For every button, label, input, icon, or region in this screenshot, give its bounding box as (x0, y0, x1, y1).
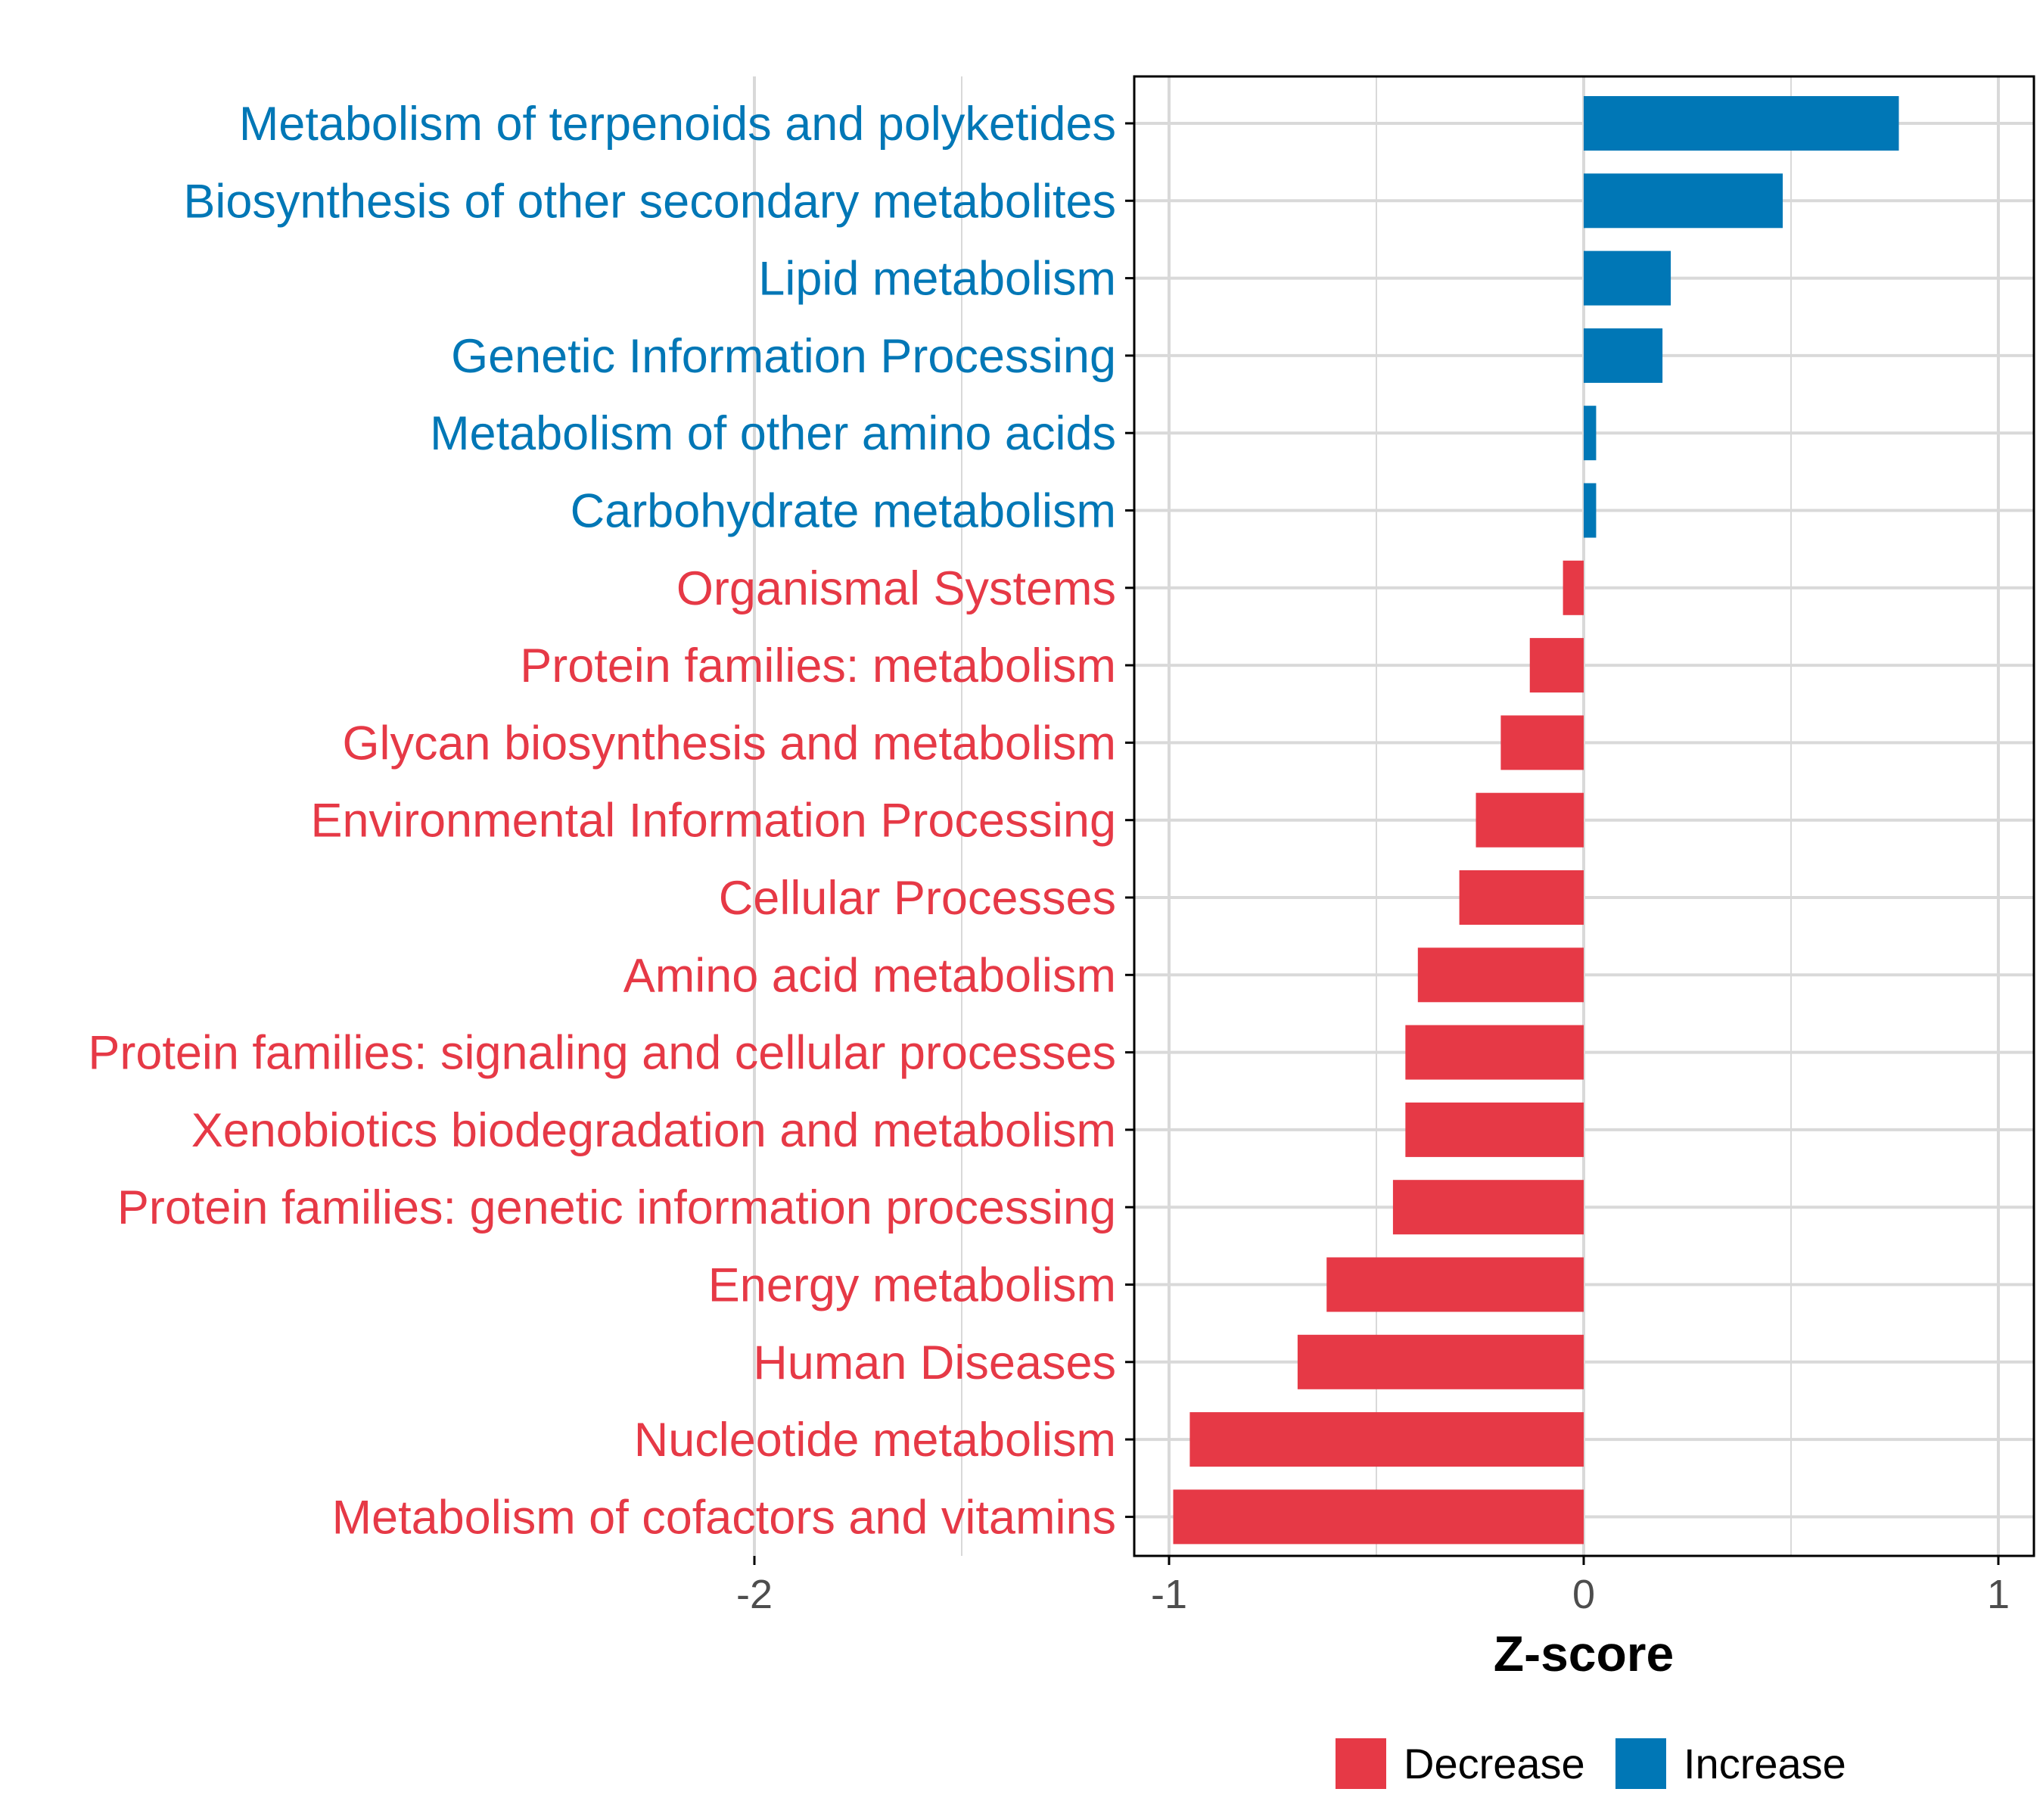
legend-label: Decrease (1404, 1740, 1585, 1787)
y-tick-label: Metabolism of cofactors and vitamins (332, 1491, 1116, 1544)
y-tick-label: Lipid metabolism (758, 253, 1116, 306)
y-tick-label: Energy metabolism (708, 1259, 1116, 1312)
bar (1173, 1489, 1584, 1545)
bar (1584, 250, 1671, 306)
bar (1529, 638, 1584, 693)
y-tick-label: Nucleotide metabolism (634, 1414, 1116, 1467)
bar (1584, 328, 1663, 383)
y-tick-label: Organismal Systems (676, 562, 1116, 615)
y-tick-label: Environmental Information Processing (310, 795, 1116, 848)
bar (1584, 483, 1597, 538)
x-tick-label: -2 (736, 1572, 773, 1617)
y-tick-label: Protein families: genetic information pr… (117, 1181, 1116, 1234)
legend-swatch (1615, 1738, 1666, 1789)
y-tick-label: Protein families: metabolism (520, 639, 1116, 692)
x-axis-title: Z-score (1494, 1626, 1674, 1682)
y-tick-label: Human Diseases (753, 1336, 1116, 1389)
bar (1584, 406, 1597, 461)
y-tick-label: Metabolism of other amino acids (430, 407, 1116, 460)
y-tick-label: Xenobiotics biodegradation and metabolis… (191, 1104, 1116, 1157)
bar (1500, 715, 1584, 770)
bar (1405, 1102, 1584, 1157)
y-tick-label: Biosynthesis of other secondary metaboli… (183, 175, 1116, 228)
bar (1189, 1412, 1584, 1467)
bar (1584, 173, 1783, 229)
bar (1563, 560, 1584, 615)
y-tick-label: Metabolism of terpenoids and polyketides (239, 98, 1116, 151)
bar (1297, 1334, 1584, 1389)
bar (1405, 1025, 1584, 1080)
legend-label: Increase (1684, 1740, 1846, 1787)
legend: Decrease Increase (1336, 1738, 1846, 1789)
y-tick-label: Glycan biosynthesis and metabolism (343, 717, 1117, 770)
legend-swatch (1336, 1738, 1386, 1789)
y-tick-label: Carbohydrate metabolism (571, 485, 1116, 538)
y-axis: Metabolism of terpenoids and polyketides… (88, 98, 1134, 1544)
y-tick-label: Genetic Information Processing (451, 330, 1116, 383)
x-axis: -2-1012 (736, 1556, 2010, 1617)
bars (1173, 96, 1899, 1545)
y-tick-label: Cellular Processes (719, 872, 1116, 925)
bar (1392, 1180, 1584, 1235)
x-tick-label: 0 (1572, 1572, 1595, 1617)
bar (1326, 1257, 1584, 1312)
x-tick-label: 1 (1987, 1572, 2010, 1617)
y-tick-label: Protein families: signaling and cellular… (88, 1027, 1116, 1080)
y-tick-label: Amino acid metabolism (623, 949, 1116, 1002)
x-tick-label: -1 (1151, 1572, 1187, 1617)
bar (1476, 792, 1584, 848)
bar (1459, 870, 1584, 925)
bar (1417, 947, 1584, 1003)
bar (1584, 96, 1899, 151)
